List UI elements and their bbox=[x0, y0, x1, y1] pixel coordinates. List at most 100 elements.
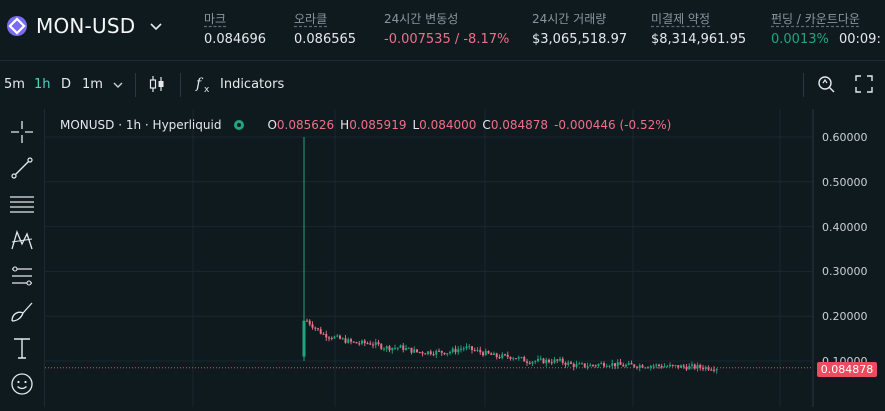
indicators-fx-icon[interactable]: f x bbox=[194, 73, 216, 95]
candle bbox=[641, 365, 644, 368]
candle bbox=[454, 348, 457, 353]
candle bbox=[493, 353, 495, 355]
interval-dropdown-chevron-icon[interactable] bbox=[111, 78, 125, 92]
candle bbox=[627, 363, 630, 365]
candle bbox=[666, 366, 669, 368]
candle bbox=[589, 364, 592, 367]
candle bbox=[702, 367, 704, 370]
candle bbox=[611, 363, 614, 366]
candle bbox=[319, 329, 322, 334]
candle bbox=[638, 365, 641, 368]
candle bbox=[559, 358, 561, 361]
candle bbox=[418, 351, 421, 353]
interval-d[interactable]: D bbox=[61, 77, 72, 92]
candle bbox=[553, 359, 556, 363]
candle bbox=[449, 352, 451, 354]
candle bbox=[388, 346, 391, 351]
candle bbox=[578, 363, 581, 365]
stat-funding-rate: 0.0013% bbox=[771, 32, 829, 47]
stat-open-interest: 미결제 약정 $8,314,961.95 bbox=[651, 10, 746, 47]
candle bbox=[476, 349, 479, 351]
candle bbox=[556, 359, 559, 361]
candle bbox=[512, 358, 515, 360]
candle bbox=[509, 356, 512, 359]
candlestick-chart-svg[interactable] bbox=[45, 109, 885, 407]
indicators-button[interactable]: Indicators bbox=[220, 77, 285, 92]
candle bbox=[542, 358, 545, 364]
candle bbox=[688, 365, 691, 370]
candle bbox=[399, 345, 402, 348]
candle bbox=[658, 364, 660, 366]
y-axis-label: 0.40000 bbox=[822, 221, 868, 234]
trend-line-icon[interactable] bbox=[9, 155, 35, 181]
candle bbox=[526, 361, 528, 363]
candle bbox=[669, 364, 671, 367]
candle bbox=[545, 359, 548, 364]
brush-icon[interactable] bbox=[9, 299, 35, 325]
legend-close-label: C bbox=[482, 118, 491, 132]
crosshair-icon[interactable] bbox=[9, 119, 35, 145]
candle bbox=[363, 340, 366, 344]
stat-funding-label: 펀딩 / 카운트다운 bbox=[771, 12, 860, 26]
fib-retracement-icon[interactable] bbox=[9, 263, 35, 289]
candle bbox=[377, 342, 380, 345]
candle bbox=[603, 363, 605, 367]
candle bbox=[677, 365, 680, 368]
eye-visibility-icon[interactable] bbox=[233, 119, 245, 131]
candle bbox=[561, 358, 564, 363]
candle bbox=[685, 366, 688, 370]
candle bbox=[306, 320, 308, 322]
candle bbox=[633, 364, 636, 367]
candle bbox=[421, 352, 424, 354]
y-axis-label: 0.20000 bbox=[822, 310, 868, 323]
stat-oracle-value: 0.086565 bbox=[294, 32, 357, 47]
candle bbox=[594, 365, 597, 367]
candle bbox=[432, 354, 435, 356]
candlestick-type-icon[interactable] bbox=[146, 73, 168, 95]
interval-5m[interactable]: 5m bbox=[4, 77, 25, 92]
candle bbox=[396, 347, 399, 349]
toolbar-separator bbox=[180, 73, 181, 97]
text-tool-icon[interactable] bbox=[9, 335, 35, 361]
candle bbox=[572, 363, 575, 368]
horizontal-lines-icon[interactable] bbox=[9, 191, 35, 217]
candle bbox=[317, 328, 319, 330]
stat-24h-volume: 24시간 거래량 $3,065,518.97 bbox=[532, 10, 627, 47]
candle bbox=[713, 369, 715, 371]
candle bbox=[366, 343, 369, 345]
candle bbox=[330, 337, 333, 339]
candle bbox=[548, 359, 550, 363]
interval-1m[interactable]: 1m bbox=[82, 77, 103, 92]
candle bbox=[498, 357, 501, 359]
candle bbox=[471, 346, 473, 350]
candle bbox=[550, 362, 553, 364]
candle bbox=[682, 365, 685, 367]
last-price-tag: 0.084878 bbox=[817, 362, 877, 377]
candle bbox=[468, 346, 471, 348]
candle bbox=[564, 362, 567, 365]
candle bbox=[383, 348, 385, 350]
interval-1h[interactable]: 1h bbox=[34, 77, 51, 92]
stat-mark-label: 마크 bbox=[204, 12, 227, 26]
stat-24h-change: 24시간 변동성 -0.007535 / -8.17% bbox=[384, 10, 509, 47]
emoji-icon[interactable] bbox=[9, 371, 35, 397]
candle bbox=[435, 350, 438, 355]
candle bbox=[531, 361, 534, 364]
screenshot-camera-icon[interactable] bbox=[815, 73, 837, 95]
candle bbox=[586, 366, 589, 368]
candle bbox=[487, 350, 490, 354]
candle bbox=[534, 361, 537, 363]
candle bbox=[341, 338, 344, 340]
fullscreen-icon[interactable] bbox=[853, 73, 875, 95]
price-chart[interactable] bbox=[45, 109, 885, 407]
stat-funding-countdown: 00:09: bbox=[838, 32, 881, 47]
candle bbox=[517, 357, 520, 359]
symbol-selector[interactable]: MON-USD bbox=[6, 14, 163, 38]
candle bbox=[407, 347, 410, 349]
candle bbox=[443, 352, 446, 355]
candle bbox=[649, 365, 652, 368]
pattern-tool-icon[interactable] bbox=[9, 227, 35, 253]
candle bbox=[402, 345, 405, 350]
candle bbox=[608, 365, 611, 367]
chevron-down-icon bbox=[150, 23, 162, 31]
